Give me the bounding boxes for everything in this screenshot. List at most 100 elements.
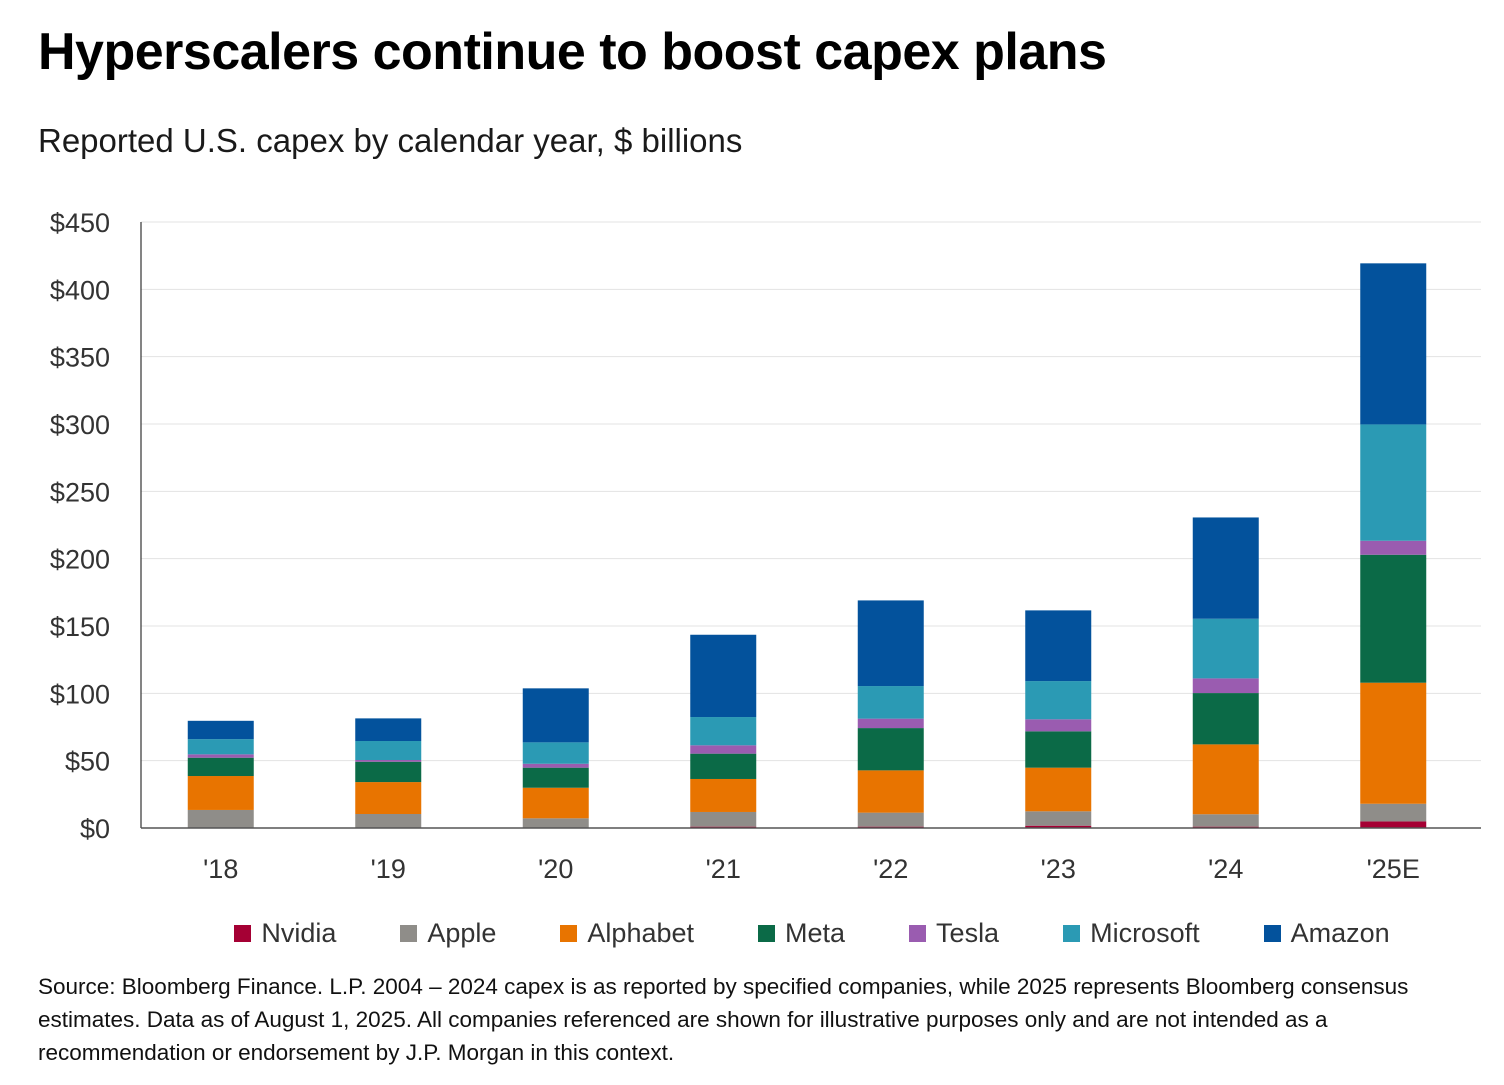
- bar-segment-tesla: [1360, 540, 1427, 555]
- legend: Nvidia Apple Alphabet Meta Tesla Microsoft Ama…: [0, 918, 1504, 949]
- bar-segment-apple: [355, 813, 422, 828]
- bar-segment-tesla: [690, 745, 757, 754]
- x-tick-label: '21: [706, 854, 741, 884]
- x-axis: '18 '19 '20 '21 '22 '23 '24 '25E: [141, 827, 1481, 884]
- y-tick-label: $0: [80, 814, 110, 844]
- bar-segment-meta: [857, 728, 924, 771]
- bar-segment-microsoft: [1192, 618, 1259, 679]
- bar-segment-tesla: [522, 763, 589, 768]
- legend-item-alphabet: Alphabet: [560, 918, 694, 949]
- bar-segment-tesla: [187, 754, 254, 758]
- y-tick-label: $400: [50, 275, 110, 305]
- bar-segment-apple: [1192, 814, 1259, 827]
- legend-swatch: [1263, 925, 1281, 942]
- bar-segment-meta: [1025, 731, 1092, 768]
- bar-segment-amazon: [522, 688, 589, 743]
- bar-stack: [355, 718, 422, 828]
- x-tick-label: '23: [1041, 854, 1076, 884]
- bar-segment-microsoft: [1025, 681, 1092, 720]
- bar-segment-tesla: [857, 718, 924, 729]
- bar-segment-alphabet: [187, 776, 254, 810]
- x-tick-label: '24: [1208, 854, 1243, 884]
- bar-segment-apple: [522, 818, 589, 828]
- bar-segment-tesla: [1025, 719, 1092, 732]
- legend-item-microsoft: Microsoft: [1063, 918, 1200, 949]
- y-axis: $0 $50 $100 $150 $200 $250 $300 $350 $400 $450: [50, 208, 142, 844]
- bar-stack: [522, 688, 589, 828]
- legend-label: Tesla: [936, 918, 1000, 948]
- legend-label: Microsoft: [1090, 918, 1200, 948]
- y-tick-label: $450: [50, 208, 110, 238]
- y-tick-label: $250: [50, 477, 110, 507]
- bar-segment-alphabet: [1192, 744, 1259, 815]
- legend-item-tesla: Tesla: [909, 918, 999, 949]
- bar-segment-apple: [690, 811, 757, 827]
- gridlines: [141, 221, 1481, 762]
- bar-stack: [857, 600, 924, 828]
- bar-segment-amazon: [355, 718, 422, 742]
- bar-segment-meta: [690, 753, 757, 779]
- y-tick-label: $300: [50, 410, 110, 440]
- bars: [187, 263, 1427, 828]
- x-tick-label: '19: [371, 854, 406, 884]
- footnote: Source: Bloomberg Finance. L.P. 2004 – 2…: [38, 974, 1409, 1065]
- bar-stack: [690, 634, 757, 828]
- y-tick-label: $200: [50, 545, 110, 575]
- bar-segment-nvidia: [1360, 821, 1427, 828]
- bar-segment-meta: [522, 767, 589, 788]
- bar-stack: [1360, 263, 1427, 828]
- x-tick-label: '20: [538, 854, 573, 884]
- bar-segment-microsoft: [1360, 424, 1427, 541]
- bar-segment-meta: [355, 761, 422, 783]
- bar-segment-nvidia: [1025, 825, 1092, 828]
- bar-segment-microsoft: [522, 742, 589, 764]
- bar-segment-alphabet: [857, 770, 924, 813]
- bar-segment-amazon: [857, 600, 924, 687]
- bar-segment-microsoft: [690, 717, 757, 746]
- chart-subtitle: Reported U.S. capex by calendar year, $ …: [38, 122, 743, 159]
- legend-swatch: [560, 925, 578, 942]
- legend-swatch: [234, 925, 252, 942]
- x-tick-label: '22: [873, 854, 908, 884]
- chart-title: Hyperscalers continue to boost capex pla…: [38, 23, 1107, 81]
- legend-label: Meta: [785, 918, 846, 948]
- legend-label: Nvidia: [261, 918, 337, 948]
- bar-segment-alphabet: [1360, 682, 1427, 804]
- x-tick-label: '25E: [1367, 854, 1420, 884]
- legend-label: Apple: [427, 918, 497, 948]
- legend-swatch: [1063, 925, 1081, 942]
- legend-item-meta: Meta: [758, 918, 845, 949]
- legend-swatch: [909, 925, 927, 942]
- bar-stack: [1192, 517, 1259, 828]
- bar-segment-meta: [187, 757, 254, 777]
- bar-segment-tesla: [1192, 678, 1259, 694]
- y-tick-label: $100: [50, 679, 110, 709]
- bar-segment-amazon: [1192, 517, 1259, 619]
- y-tick-label: $150: [50, 612, 110, 642]
- bar-segment-apple: [1025, 811, 1092, 826]
- legend-item-amazon: Amazon: [1263, 918, 1390, 949]
- legend-item-nvidia: Nvidia: [234, 918, 336, 949]
- bar-segment-amazon: [1025, 610, 1092, 682]
- bar-segment-apple: [857, 812, 924, 827]
- bar-segment-apple: [187, 809, 254, 828]
- bar-segment-meta: [1360, 554, 1427, 683]
- legend-label: Alphabet: [587, 918, 695, 948]
- bar-segment-microsoft: [857, 686, 924, 719]
- bar-segment-amazon: [1360, 263, 1427, 425]
- bar-stack: [187, 720, 254, 828]
- bar-segment-microsoft: [187, 739, 254, 755]
- bar-stack: [1025, 610, 1092, 828]
- bar-segment-alphabet: [1025, 767, 1092, 812]
- bar-segment-tesla: [355, 759, 422, 762]
- legend-label: Amazon: [1290, 918, 1390, 948]
- bar-segment-amazon: [690, 634, 757, 718]
- y-tick-label: $50: [65, 747, 110, 777]
- y-tick-label: $350: [50, 343, 110, 373]
- legend-swatch: [400, 925, 418, 942]
- legend-swatch: [758, 925, 776, 942]
- bar-segment-amazon: [187, 720, 254, 740]
- x-tick-label: '18: [203, 854, 238, 884]
- bar-segment-microsoft: [355, 741, 422, 760]
- bar-segment-alphabet: [355, 782, 422, 814]
